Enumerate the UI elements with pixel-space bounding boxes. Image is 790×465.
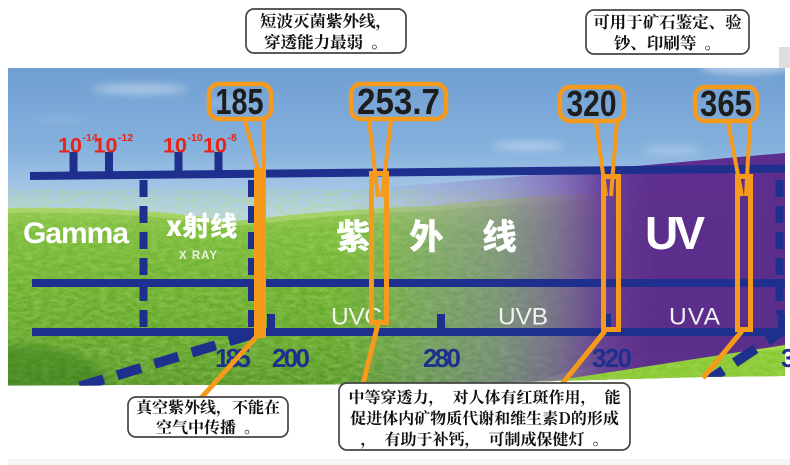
svg-text:-14: -14: [83, 132, 98, 144]
svg-text:320: 320: [592, 343, 632, 373]
svg-text:-10: -10: [188, 132, 203, 144]
svg-text:Gamma: Gamma: [23, 217, 129, 250]
svg-text:10: 10: [58, 134, 82, 158]
svg-text:X RAY: X RAY: [179, 250, 218, 262]
svg-text:10: 10: [163, 134, 187, 158]
svg-text:200: 200: [272, 343, 310, 373]
svg-text:UV: UV: [645, 207, 705, 259]
svg-text:-12: -12: [118, 132, 133, 144]
svg-text:280: 280: [423, 343, 461, 373]
svg-text:320: 320: [567, 83, 617, 124]
svg-text:-8: -8: [228, 132, 237, 144]
svg-text:185: 185: [216, 81, 264, 122]
svg-text:253.7: 253.7: [357, 81, 440, 122]
svg-text:UVA: UVA: [669, 304, 722, 331]
svg-text:36: 36: [781, 343, 790, 373]
svg-text:365: 365: [700, 83, 752, 124]
svg-text:UVB: UVB: [498, 304, 550, 331]
svg-text:10: 10: [203, 134, 227, 158]
svg-text:10: 10: [94, 134, 118, 158]
